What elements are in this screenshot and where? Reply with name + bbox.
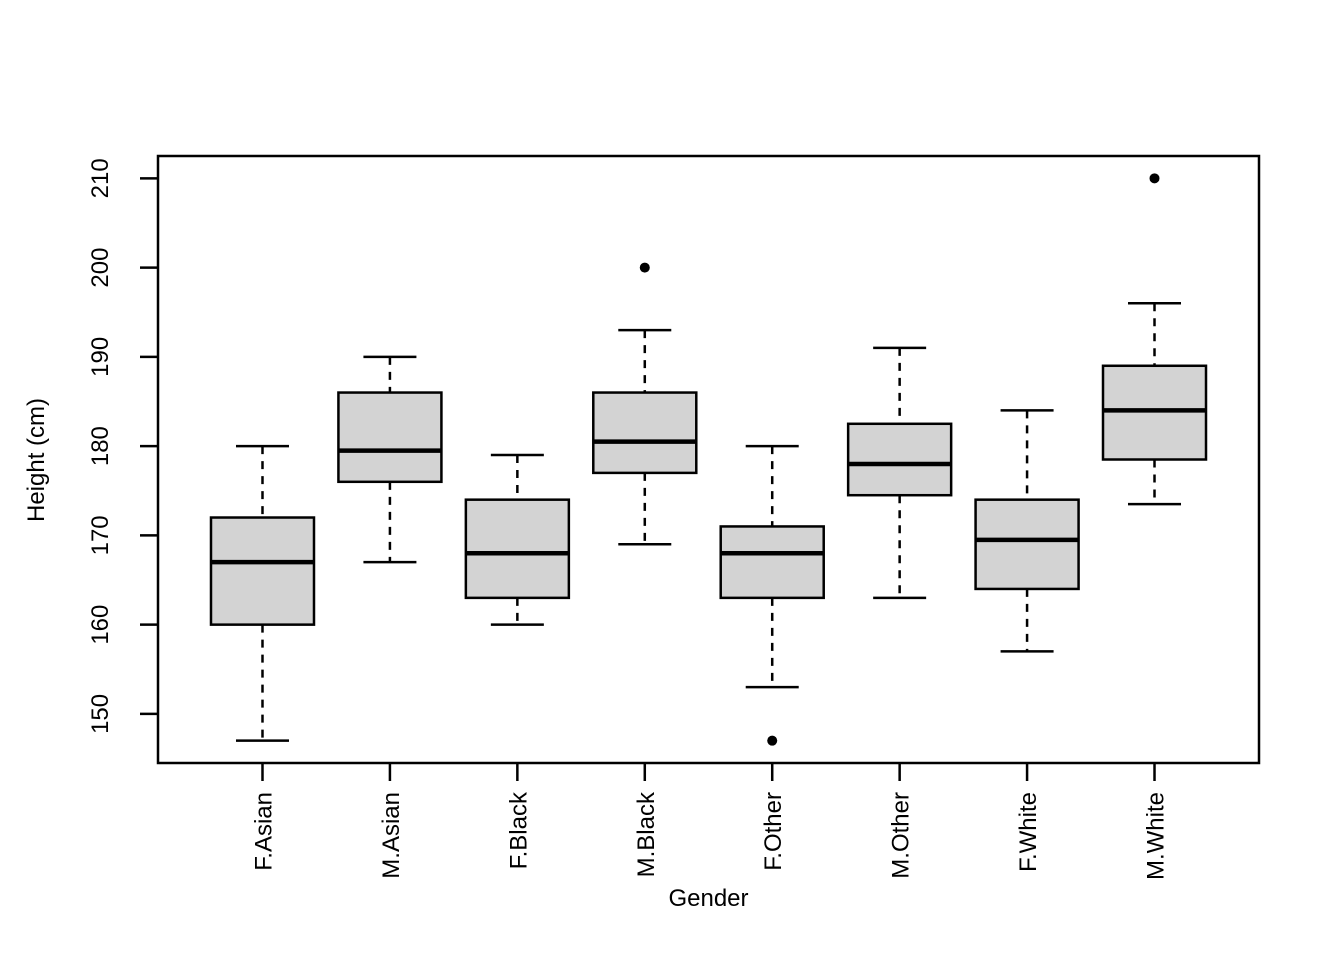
x-tick-label-m-black: M.Black — [633, 791, 660, 877]
x-tick-label-f-asian: F.Asian — [250, 792, 277, 871]
y-tick-label-170: 170 — [87, 515, 114, 555]
box-m-black — [592, 391, 698, 475]
x-axis-title: Gender — [668, 885, 748, 912]
y-tick-label-210: 210 — [87, 158, 114, 198]
x-tick-label-m-asian: M.Asian — [378, 792, 405, 879]
box-f-white — [974, 498, 1080, 591]
x-tick-label-m-white: M.White — [1143, 792, 1170, 880]
outlier-point-m-black-200 — [639, 262, 650, 273]
box-m-other — [846, 422, 953, 497]
y-tick-label-150: 150 — [87, 694, 114, 734]
y-tick-label-160: 160 — [87, 605, 114, 645]
outlier-point-f-other-147 — [767, 735, 778, 746]
x-tick-label-m-other: M.Other — [888, 792, 915, 879]
y-axis-title: Height (cm) — [23, 398, 50, 522]
box-f-black — [464, 498, 571, 600]
x-tick-label-f-black: F.Black — [505, 791, 532, 869]
box-m-asian — [337, 391, 443, 484]
x-tick-label-f-white: F.White — [1015, 792, 1042, 872]
y-tick-label-190: 190 — [87, 337, 114, 377]
y-tick-label-200: 200 — [87, 248, 114, 288]
x-tick-label-f-other: F.Other — [760, 792, 787, 871]
y-tick-label-180: 180 — [87, 426, 114, 466]
outlier-point-m-white-210 — [1149, 173, 1160, 184]
box-f-other — [719, 525, 825, 600]
plot-frame — [156, 154, 1261, 765]
box-f-asian — [209, 516, 316, 626]
